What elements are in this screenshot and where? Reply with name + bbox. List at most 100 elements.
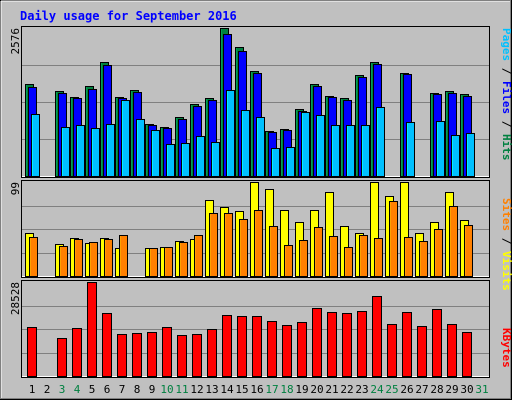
bar-pages-day-14: [226, 90, 235, 177]
x-tick-label-day-21: 21: [325, 383, 338, 396]
bar-pages-day-26: [406, 122, 415, 177]
x-tick-label-day-14: 14: [220, 383, 234, 396]
legend-part: Sites: [500, 198, 512, 231]
series-legend-label: Sites / Visits: [500, 198, 512, 291]
bar-kbytes-day-29: [447, 324, 457, 377]
panel-visits-sites: 99 Sites / Visits: [9, 180, 512, 291]
x-tick-label-day-27: 27: [415, 383, 428, 396]
bar-sites-day-23: [359, 235, 368, 277]
bar-sites-day-10: [164, 247, 173, 277]
x-tick-label-day-11: 11: [175, 383, 188, 396]
bar-sites-day-9: [149, 248, 158, 277]
bar-sites-day-29: [449, 206, 458, 277]
bar-kbytes-day-26: [402, 312, 412, 377]
bar-kbytes-day-12: [192, 334, 202, 377]
bar-sites-day-25: [389, 201, 398, 277]
x-tick-label-day-15: 15: [235, 383, 248, 396]
bar-pages-day-29: [451, 135, 460, 177]
bar-sites-day-15: [239, 219, 248, 277]
bar-sites-day-6: [104, 239, 113, 277]
bar-sites-day-3: [59, 246, 68, 277]
bar-pages-day-6: [106, 124, 115, 177]
bar-sites-day-30: [464, 225, 473, 277]
y-max-label: 28528: [9, 282, 22, 315]
x-tick-label-day-23: 23: [355, 383, 368, 396]
x-tick-label-day-28: 28: [430, 383, 443, 396]
bar-sites-day-11: [179, 242, 188, 277]
bar-sites-day-5: [89, 242, 98, 277]
legend-part: Files: [500, 81, 512, 114]
bar-kbytes-day-13: [207, 329, 217, 377]
bar-pages-day-16: [256, 117, 265, 177]
bar-kbytes-day-28: [432, 309, 442, 377]
bar-sites-day-13: [209, 213, 218, 277]
bar-sites-day-7: [119, 235, 128, 277]
x-tick-label-day-18: 18: [280, 383, 293, 396]
x-tick-label-day-24: 24: [370, 383, 384, 396]
x-tick-label-day-13: 13: [205, 383, 218, 396]
bar-kbytes-day-6: [102, 313, 112, 377]
x-tick-label-day-30: 30: [460, 383, 473, 396]
bar-sites-day-22: [344, 247, 353, 277]
bar-sites-day-1: [29, 237, 38, 277]
bar-pages-day-21: [331, 125, 340, 177]
bar-pages-day-15: [241, 110, 250, 177]
x-tick-label-day-10: 10: [160, 383, 173, 396]
bar-kbytes-day-5: [87, 282, 97, 377]
bar-pages-day-12: [196, 136, 205, 177]
x-tick-label-day-26: 26: [400, 383, 413, 396]
bar-pages-day-3: [61, 127, 70, 177]
bar-pages-day-8: [136, 119, 145, 177]
bar-sites-day-17: [269, 226, 278, 277]
bar-kbytes-day-18: [282, 325, 292, 377]
bar-sites-day-19: [299, 240, 308, 277]
bar-pages-day-24: [376, 107, 385, 177]
bar-kbytes-day-10: [162, 327, 172, 377]
bar-sites-day-16: [254, 210, 263, 277]
x-tick-label-day-12: 12: [190, 383, 203, 396]
x-tick-label-day-6: 6: [104, 383, 111, 396]
bar-kbytes-day-24: [372, 296, 382, 377]
bar-sites-day-28: [434, 229, 443, 277]
x-axis-day-labels: 1 2 3 4 5 6 7 8 9 10 11 12 13 14 15 16 17 18 19 20 21 22 23 24 2…: [29, 383, 489, 396]
x-tick-label-day-4: 4: [74, 383, 81, 396]
bars: [27, 282, 472, 377]
x-tick-label-day-3: 3: [59, 383, 66, 396]
bar-pages-day-9: [151, 130, 160, 177]
bar-pages-day-17: [271, 148, 280, 177]
bar-pages-day-22: [346, 125, 355, 177]
panel-hits-files-pages: 2576 Pages / Files / Hits: [9, 26, 512, 178]
x-tick-label-day-20: 20: [310, 383, 323, 396]
y-max-label: 99: [9, 182, 22, 195]
series-legend-label: KBytes: [500, 328, 512, 368]
bar-sites-day-18: [284, 245, 293, 277]
bars: [25, 182, 473, 277]
bar-kbytes-day-20: [312, 308, 322, 377]
bar-kbytes-day-14: [222, 315, 232, 377]
legend-part: /: [500, 114, 512, 134]
bar-pages-day-4: [76, 125, 85, 177]
bars: [25, 28, 475, 177]
legend-part: /: [500, 231, 512, 251]
x-tick-label-day-17: 17: [265, 383, 278, 396]
x-tick-label-day-19: 19: [295, 383, 308, 396]
bar-pages-day-28: [436, 121, 445, 177]
bar-kbytes-day-11: [177, 335, 187, 377]
bar-sites-day-4: [74, 239, 83, 277]
bar-kbytes-day-1: [27, 327, 37, 377]
y-max-label: 2576: [9, 28, 22, 55]
bar-kbytes-day-16: [252, 316, 262, 377]
bar-kbytes-day-27: [417, 326, 427, 377]
bar-pages-day-5: [91, 128, 100, 177]
bar-kbytes-day-3: [57, 338, 67, 377]
bar-sites-day-21: [329, 236, 338, 277]
bar-kbytes-day-19: [297, 322, 307, 377]
bar-pages-day-10: [166, 144, 175, 177]
x-tick-label-day-2: 2: [44, 383, 51, 396]
x-tick-label-day-29: 29: [445, 383, 458, 396]
bar-pages-day-20: [316, 115, 325, 177]
legend-part: Hits: [500, 134, 512, 161]
bar-kbytes-day-22: [342, 313, 352, 377]
x-tick-label-day-22: 22: [340, 383, 353, 396]
bar-pages-day-18: [286, 147, 295, 177]
